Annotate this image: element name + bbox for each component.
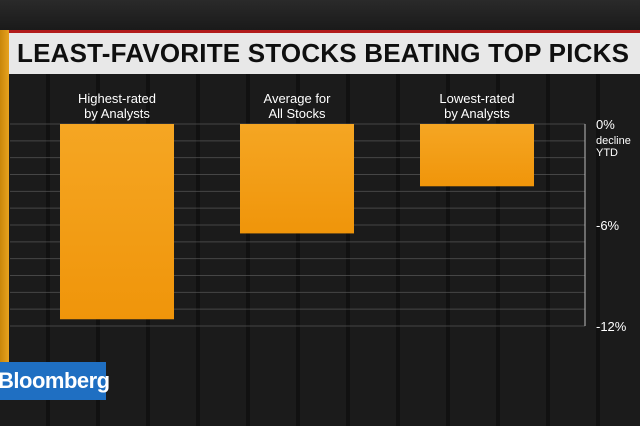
category-label: Average for bbox=[264, 91, 332, 106]
chart-title: LEAST-FAVORITE STOCKS BEATING TOP PICKS bbox=[17, 38, 630, 68]
category-label: by Analysts bbox=[84, 106, 150, 121]
bloomberg-logo: Bloomberg bbox=[0, 362, 110, 400]
top-strip bbox=[0, 0, 640, 30]
category-label: All Stocks bbox=[268, 106, 326, 121]
y-unit-label: decline bbox=[596, 135, 631, 147]
y-unit-label: YTD bbox=[596, 147, 618, 159]
bar bbox=[420, 124, 534, 187]
bar bbox=[240, 124, 354, 234]
title-bar: LEAST-FAVORITE STOCKS BEATING TOP PICKS bbox=[9, 30, 640, 74]
y-tick-label: -12% bbox=[596, 319, 627, 334]
y-tick-label: 0% bbox=[596, 117, 615, 132]
logo-text: Bloomberg bbox=[0, 368, 110, 393]
category-label: Lowest-rated bbox=[439, 91, 514, 106]
category-label: by Analysts bbox=[444, 106, 510, 121]
bar bbox=[60, 124, 174, 320]
y-tick-label: -6% bbox=[596, 218, 620, 233]
left-accent-strip bbox=[0, 30, 9, 370]
category-label: Highest-rated bbox=[78, 91, 156, 106]
